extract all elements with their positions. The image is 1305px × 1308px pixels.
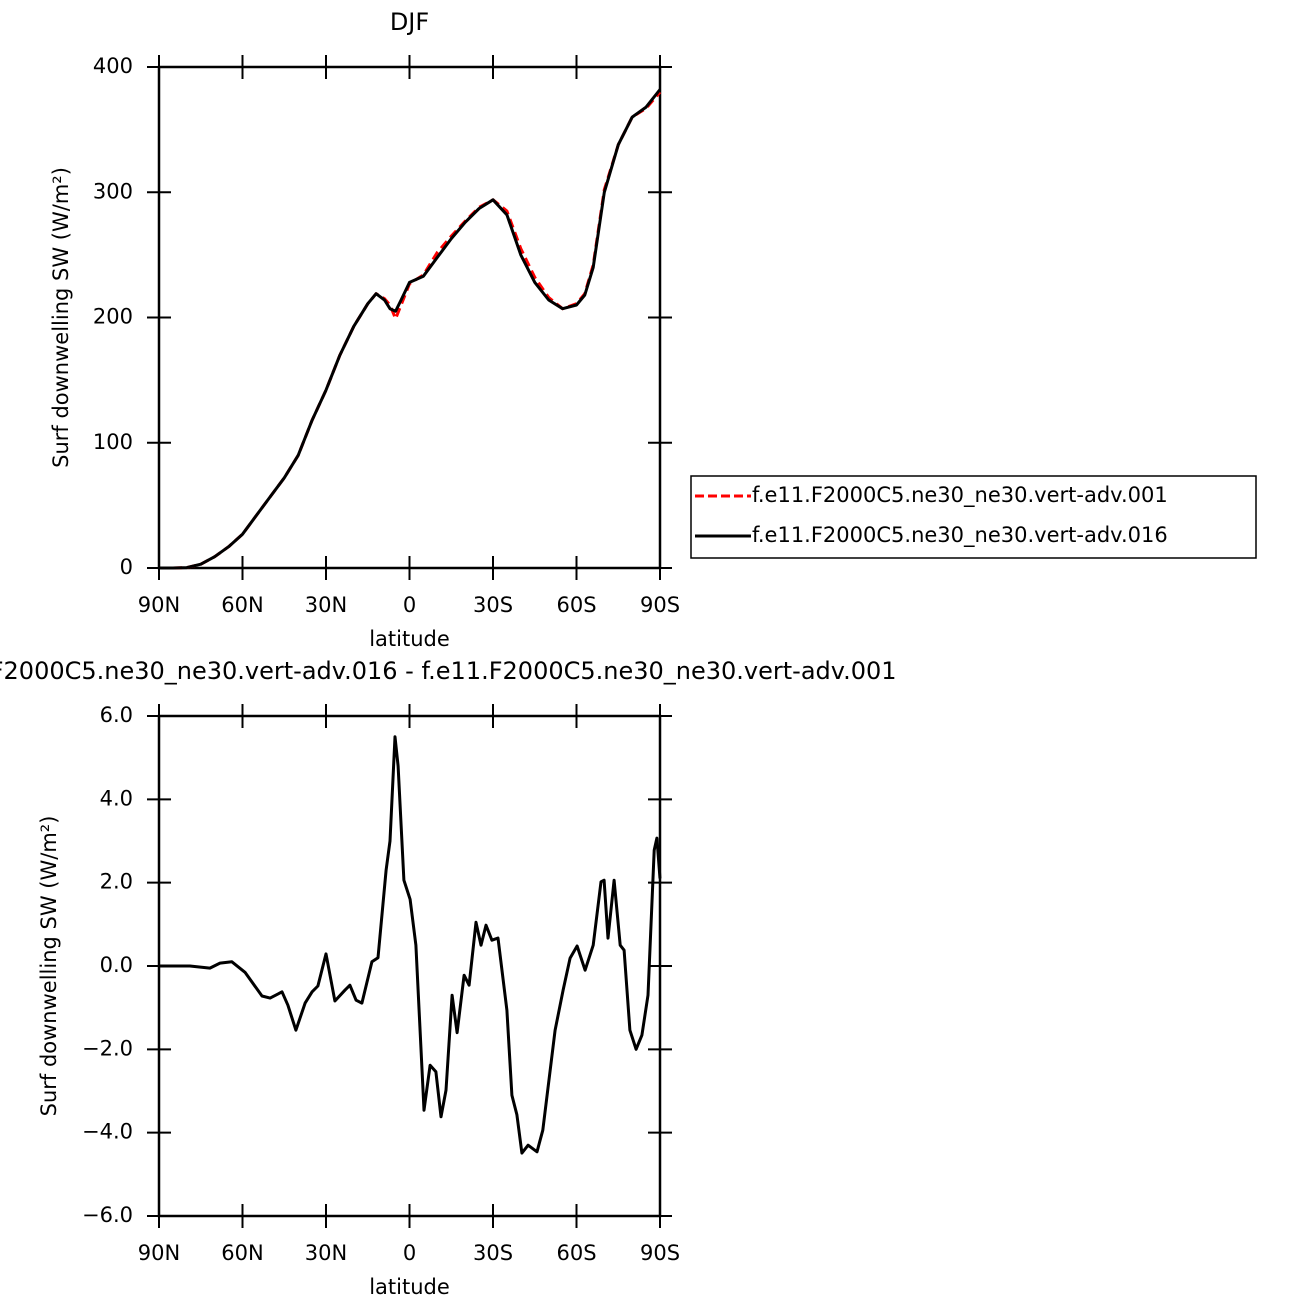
x-tick-label: 60S bbox=[556, 593, 596, 617]
x-tick-label: 90S bbox=[640, 593, 680, 617]
data-line bbox=[159, 91, 662, 570]
chart-title: DJF bbox=[390, 8, 429, 36]
x-axis-label: latitude bbox=[369, 627, 450, 651]
y-axis-label: Surf downwelling SW (W/m²) bbox=[49, 167, 73, 468]
y-tick-label: 6.0 bbox=[100, 703, 133, 727]
legend-label: f.e11.F2000C5.ne30_ne30.vert-adv.001 bbox=[752, 483, 1168, 508]
x-tick-label: 0 bbox=[403, 593, 416, 617]
y-tick-label: 200 bbox=[93, 305, 133, 329]
legend-box bbox=[690, 475, 1257, 559]
data-line bbox=[159, 88, 662, 570]
y-tick-label: 400 bbox=[93, 54, 133, 78]
legend-label: f.e11.F2000C5.ne30_ne30.vert-adv.016 bbox=[752, 523, 1168, 548]
x-tick-label: 60S bbox=[556, 1241, 596, 1265]
x-tick-label: 30S bbox=[473, 1241, 513, 1265]
x-axis-label: latitude bbox=[369, 1275, 450, 1299]
y-tick-label: 100 bbox=[93, 430, 133, 454]
x-tick-label: 90N bbox=[138, 593, 180, 617]
x-tick-label: 90S bbox=[640, 1241, 680, 1265]
x-tick-label: 0 bbox=[403, 1241, 416, 1265]
y-tick-label: 0.0 bbox=[100, 953, 133, 977]
y-tick-label: 2.0 bbox=[100, 870, 133, 894]
x-tick-label: 30N bbox=[305, 1241, 347, 1265]
y-tick-label: 300 bbox=[93, 179, 133, 203]
data-line bbox=[159, 735, 662, 1155]
x-tick-label: 60N bbox=[221, 593, 263, 617]
plot-frame bbox=[157, 65, 662, 570]
y-tick-label: 0 bbox=[120, 555, 133, 579]
y-tick-label: 4.0 bbox=[100, 786, 133, 810]
x-tick-label: 30N bbox=[305, 593, 347, 617]
x-tick-label: 90N bbox=[138, 1241, 180, 1265]
chart-title: f.e11.F2000C5.ne30_ne30.vert-adv.016 - f… bbox=[0, 657, 897, 685]
y-tick-label: −4.0 bbox=[82, 1120, 133, 1144]
y-tick-label: −6.0 bbox=[82, 1203, 133, 1227]
x-tick-label: 30S bbox=[473, 593, 513, 617]
x-tick-label: 60N bbox=[221, 1241, 263, 1265]
y-tick-label: −2.0 bbox=[82, 1036, 133, 1060]
y-axis-label: Surf downwelling SW (W/m²) bbox=[37, 816, 61, 1117]
